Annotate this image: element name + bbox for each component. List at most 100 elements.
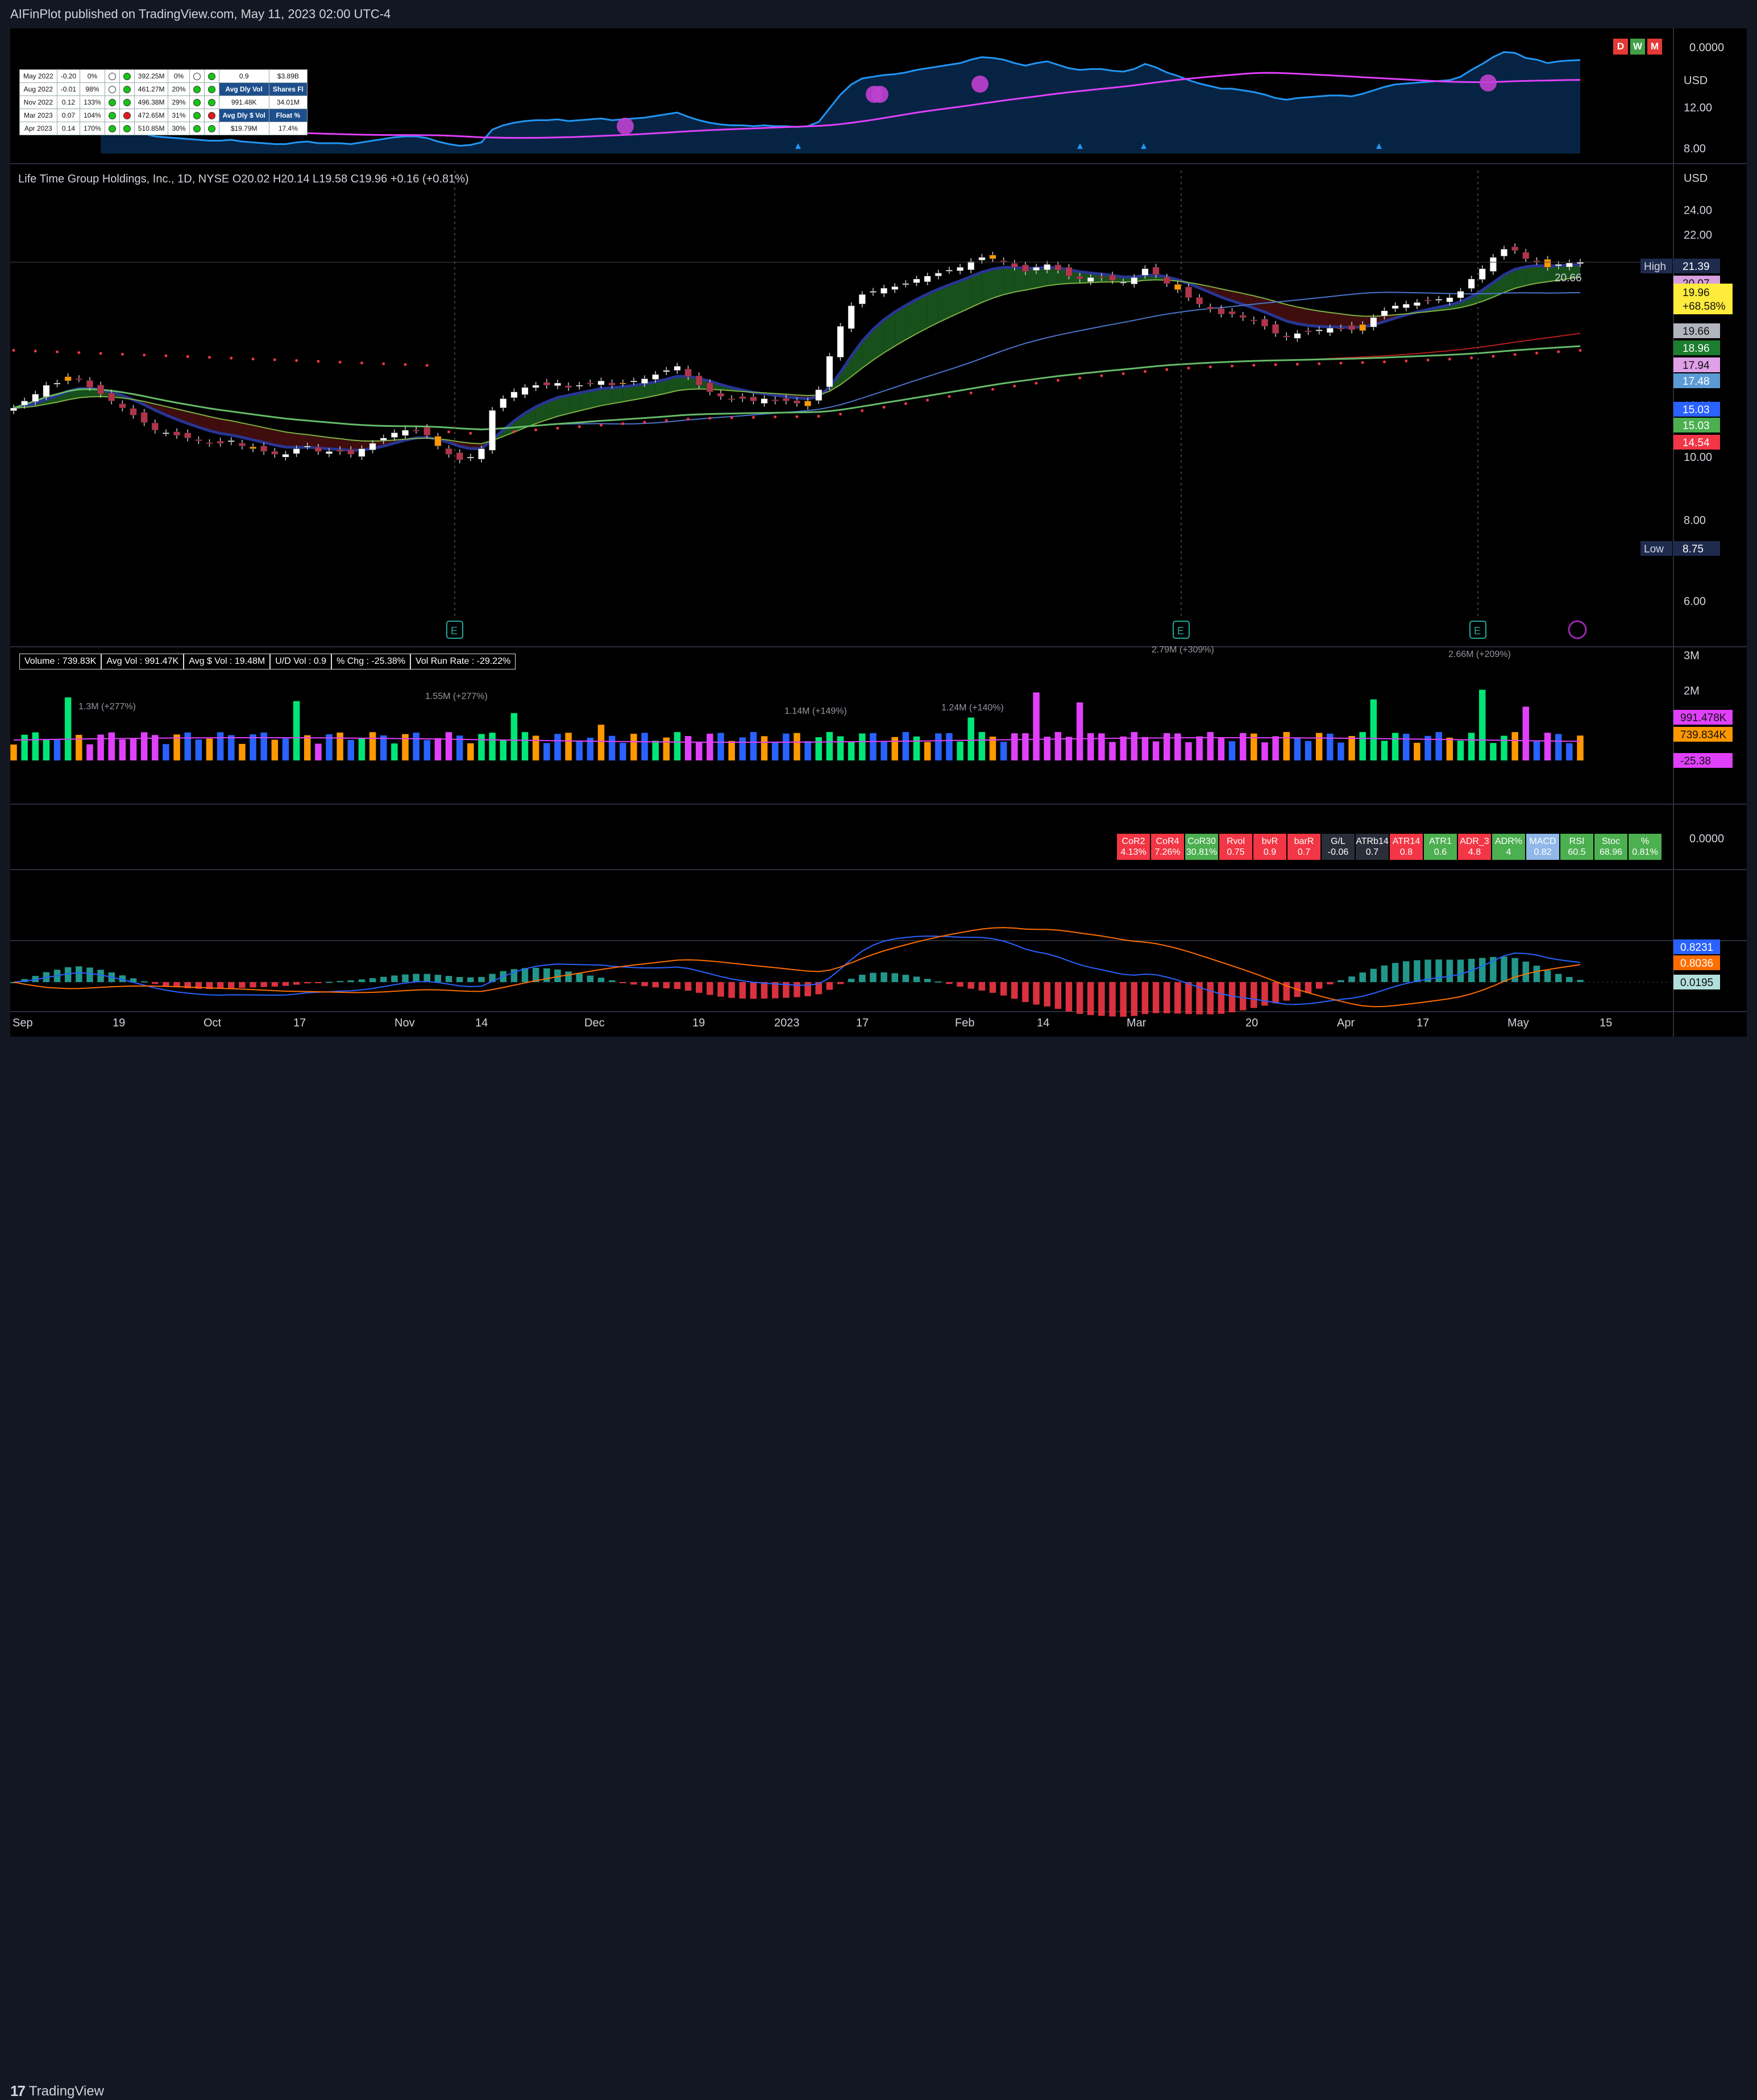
macd-histogram-bar: [1000, 982, 1007, 996]
metric-name: ADR%: [1494, 837, 1522, 846]
rs-triangle-icon: [795, 143, 801, 149]
macd-histogram-bar: [674, 982, 681, 989]
volume-bar: [1141, 737, 1149, 760]
candle-body: [1533, 260, 1540, 262]
macd-histogram-bar: [271, 982, 279, 987]
symbol-legend[interactable]: Life Time Group Holdings, Inc., 1D, NYSE…: [18, 173, 469, 185]
x-axis-tick: 19: [692, 1017, 705, 1029]
macd-histogram-bar: [97, 970, 104, 982]
metric-name: ATR1: [1429, 837, 1452, 846]
dotted-ma-point: [273, 358, 276, 361]
ema-cloud: [960, 276, 971, 313]
macd-histogram-bar: [957, 982, 963, 987]
metric-value: 0.8: [1399, 847, 1413, 857]
table-cell: 472.65M: [134, 109, 169, 122]
volume-bar: [489, 733, 496, 760]
volume-bar: [347, 739, 355, 760]
candle-body: [1152, 267, 1160, 275]
ema21-line: [13, 276, 1581, 444]
macd-histogram-bar: [1033, 982, 1040, 1005]
table-cell: Mar 2023: [19, 109, 57, 122]
table-row: Mar 2023 0.07 104% 472.65M 31% Avg Dly $ Vol F…: [19, 109, 308, 122]
dotted-ma-point: [251, 357, 255, 361]
candle-body: [967, 261, 975, 271]
status-dot-icon: [123, 112, 131, 120]
ema-cloud: [895, 305, 906, 346]
level-tag-label: Low: [1644, 543, 1664, 555]
dotted-ma-point: [882, 405, 886, 409]
status-dot-icon: [207, 112, 215, 120]
daily-badge: D: [1613, 39, 1628, 55]
level-value-bg: [1673, 402, 1720, 417]
status-dot-cell: [189, 82, 205, 96]
volume-bar: [1022, 733, 1029, 760]
dotted-ma-point: [1579, 349, 1582, 352]
macd-label-bg: [1673, 939, 1720, 954]
volume-bar: [1348, 736, 1355, 760]
candle-body: [423, 427, 431, 436]
candle-body: [456, 452, 463, 460]
ema-cloud: [198, 414, 210, 431]
candle-body: [1065, 267, 1073, 276]
volume-bar: [1446, 737, 1453, 760]
ema-cloud: [1308, 309, 1319, 327]
status-dot-cell: [189, 122, 205, 135]
chart-area[interactable]: [10, 28, 1747, 1037]
candle-body: [695, 376, 703, 386]
volume-spike-label: 1.55M (+277%): [425, 692, 488, 701]
macd-histogram-bar: [707, 982, 713, 995]
macd-histogram-bar: [848, 979, 855, 982]
chart-svg[interactable]: 24.00 22.00 12.00 10.00 8.00 6.00 USD E E E 20.66 H…: [0, 0, 1757, 1071]
metric-name: G/L: [1331, 837, 1345, 846]
dotted-ma-point: [774, 415, 777, 419]
candle-body: [227, 440, 235, 442]
candle-body: [1141, 268, 1149, 276]
metrics-strip: CoR2 4.13% CoR4 7.26% CoR30 30.81% Rvol 0.75 bvR…: [1116, 833, 1662, 860]
candle-body: [75, 378, 82, 380]
candle-body: [1457, 291, 1464, 298]
ema-cloud: [982, 269, 993, 303]
macd-histogram-bar: [554, 969, 561, 982]
monthly-badge: M: [1647, 39, 1662, 55]
ema-cloud: [1036, 267, 1048, 288]
metric-cor4: CoR4 7.26%: [1150, 833, 1185, 860]
macd-histogram-bar: [728, 982, 735, 998]
volume-bar: [1283, 732, 1290, 760]
candle-body: [989, 255, 996, 259]
earnings-marker-icon: [1469, 621, 1486, 639]
candle-body: [1131, 277, 1138, 285]
candle-body: [891, 286, 899, 290]
candle-body: [782, 398, 790, 401]
macd-histogram-bar: [358, 979, 365, 982]
ema-cloud: [318, 436, 330, 449]
level-value: 14.54: [1683, 437, 1710, 449]
macd-histogram-bar: [1207, 982, 1214, 1014]
candle-body: [674, 366, 681, 371]
level-value-bg: [1673, 259, 1720, 273]
table-cell: 0.9: [218, 69, 269, 83]
earnings-marker-label: E: [451, 625, 458, 637]
status-dot-icon: [123, 73, 131, 81]
volume-bar: [282, 738, 289, 760]
volume-bar: [64, 697, 72, 760]
candle-body: [1228, 311, 1236, 314]
ema-cloud: [546, 397, 558, 420]
rs-new-high-marker: [617, 118, 634, 135]
ema-cloud: [851, 341, 862, 377]
level-value-bg: [1673, 323, 1720, 338]
ema-cloud: [557, 395, 569, 417]
volume-bar: [1392, 733, 1399, 760]
volume-bar: [696, 742, 703, 760]
volume-bar: [1044, 737, 1050, 760]
volume-label-bg: [1673, 753, 1733, 768]
ema-cloud: [1515, 267, 1526, 289]
macd-histogram-bar: [369, 978, 376, 982]
dotted-ma-point: [1492, 355, 1495, 358]
volume-bar: [293, 701, 300, 760]
table-cell: Aug 2022: [19, 82, 57, 96]
macd-histogram-bar: [1435, 959, 1442, 982]
ema-cloud: [1330, 312, 1341, 327]
tradingview-brand[interactable]: 17 TradingView: [10, 2082, 104, 2100]
candle-body: [358, 448, 365, 457]
macd-histogram-bar: [1544, 970, 1551, 982]
